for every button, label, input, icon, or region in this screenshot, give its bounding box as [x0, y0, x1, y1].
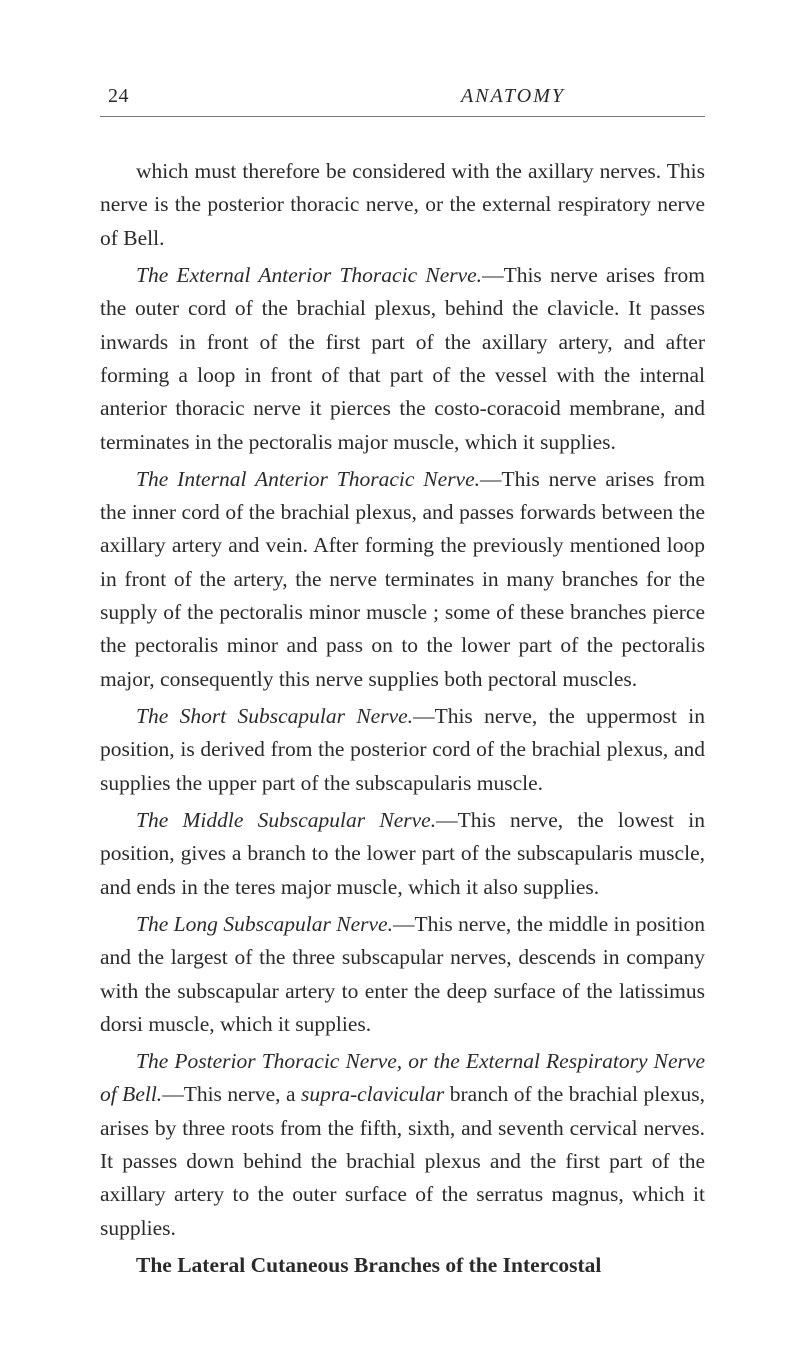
text-run: —This nerve arises from the inner cord o… [100, 467, 705, 691]
header-rule [100, 116, 705, 117]
paragraph: The Middle Subscapular Nerve.—This nerve… [100, 804, 705, 904]
text-run: —This nerve arises from the outer cord o… [100, 263, 705, 454]
text-run: —This nerve, a [162, 1082, 301, 1106]
body-text: which must therefore be considered with … [100, 155, 705, 1282]
page-number: 24 [108, 85, 129, 108]
paragraph: The Lateral Cutaneous Branches of the In… [100, 1249, 705, 1282]
text-run: The Internal Anterior Thoracic Nerve. [136, 467, 480, 491]
paragraph: The Long Subscapular Nerve.—This nerve, … [100, 908, 705, 1041]
page-container: 24 ANATOMY which must therefore be consi… [0, 0, 800, 1346]
text-run: which must therefore be considered with … [100, 159, 705, 250]
text-run: The External Anterior Thoracic Nerve. [136, 263, 482, 287]
page-header: 24 ANATOMY [100, 85, 705, 108]
text-run: The Short Subscapular Nerve. [136, 704, 413, 728]
paragraph: The Posterior Thoracic Nerve, or the Ext… [100, 1045, 705, 1245]
paragraph: The Internal Anterior Thoracic Nerve.—Th… [100, 463, 705, 696]
paragraph: The External Anterior Thoracic Nerve.—Th… [100, 259, 705, 459]
text-run: The Middle Subscapular Nerve. [136, 808, 436, 832]
text-run: The Long Subscapular Nerve. [136, 912, 393, 936]
text-run: The Lateral Cutaneous Branches of the In… [136, 1253, 601, 1277]
paragraph: The Short Subscapular Nerve.—This nerve,… [100, 700, 705, 800]
running-title: ANATOMY [461, 85, 565, 108]
text-run: supra-clavicular [301, 1082, 444, 1106]
paragraph: which must therefore be considered with … [100, 155, 705, 255]
